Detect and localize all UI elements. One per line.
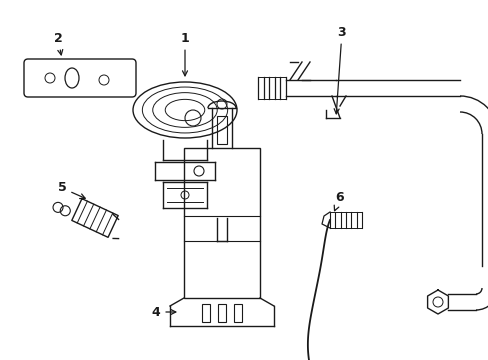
- Bar: [234, 304, 242, 322]
- Text: 1: 1: [180, 31, 189, 76]
- Text: 5: 5: [58, 181, 85, 199]
- Bar: [217, 116, 226, 144]
- Bar: [183, 148, 260, 298]
- Text: 4: 4: [151, 306, 176, 319]
- Text: 2: 2: [54, 31, 62, 55]
- Bar: [202, 304, 209, 322]
- Text: 6: 6: [333, 192, 344, 211]
- Text: 3: 3: [333, 26, 346, 114]
- Bar: [218, 304, 225, 322]
